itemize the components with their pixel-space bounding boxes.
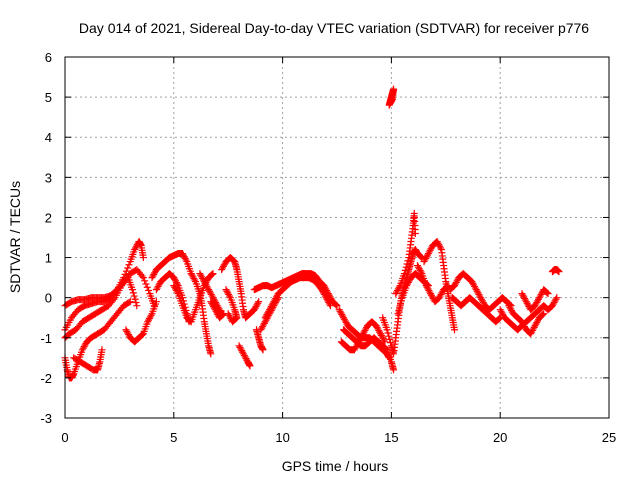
x-tick-label: 5 (170, 430, 177, 445)
data-point (225, 311, 233, 319)
data-point (126, 298, 134, 306)
data-point (246, 362, 254, 370)
data-point (124, 264, 132, 272)
data-point (207, 350, 215, 358)
data-point (451, 326, 459, 334)
data-point (396, 303, 404, 311)
data-point (390, 366, 398, 374)
data-point (326, 300, 334, 308)
data-point (333, 302, 341, 310)
data-point (402, 263, 410, 271)
data-point (326, 302, 334, 310)
data-point (254, 299, 262, 307)
data-point (133, 302, 141, 310)
data-point (400, 270, 408, 278)
y-tick-label: -3 (40, 411, 52, 426)
data-point (544, 290, 552, 298)
data-point (401, 266, 409, 274)
data-point (125, 298, 133, 306)
data-point (384, 329, 392, 337)
data-point (152, 298, 160, 306)
data-point (125, 261, 133, 269)
data-point (98, 346, 106, 354)
plot-frame (64, 56, 610, 419)
data-point (191, 276, 199, 284)
data-point (182, 256, 190, 264)
data-point (138, 272, 146, 280)
data-point (143, 283, 151, 291)
chart-title: Day 014 of 2021, Sidereal Day-to-day VTE… (79, 20, 589, 36)
data-point (395, 283, 403, 291)
data-point (385, 332, 393, 340)
data-point (110, 295, 118, 303)
data-point (226, 292, 234, 300)
data-point (139, 274, 147, 282)
data-point (128, 286, 136, 294)
data-point (437, 244, 445, 252)
data-point (122, 267, 130, 275)
data-point (130, 292, 138, 300)
data-point (394, 310, 402, 318)
data-point (142, 280, 150, 288)
data-point (224, 310, 232, 318)
data-point (540, 310, 548, 318)
data-point (259, 346, 267, 354)
data-point (141, 277, 149, 285)
y-tick-label: 5 (45, 90, 52, 105)
data-point (332, 301, 340, 309)
y-axis-label: SDTVAR / TECUs (7, 181, 23, 293)
data-point (145, 286, 153, 294)
x-tick-label: 0 (61, 430, 68, 445)
data-point (395, 307, 403, 315)
data-point (219, 311, 227, 319)
x-axis-label: GPS time / hours (282, 458, 389, 474)
data-point (129, 289, 137, 297)
y-tick-label: -1 (40, 331, 52, 346)
data-point (173, 288, 181, 296)
data-point (274, 294, 282, 302)
data-point (208, 270, 216, 278)
grid (65, 57, 609, 418)
data-point (132, 298, 140, 306)
data-point (386, 335, 394, 343)
data-point (411, 229, 419, 237)
data-point (255, 298, 263, 306)
data-point (139, 254, 147, 262)
data-point (273, 295, 281, 303)
data-point (380, 336, 388, 344)
data-point (131, 295, 139, 303)
data-point (539, 311, 547, 319)
data-point (397, 300, 405, 308)
y-tick-label: -2 (40, 371, 52, 386)
data-point (417, 268, 425, 276)
y-tick-label: 1 (45, 251, 52, 266)
y-tick-label: 3 (45, 170, 52, 185)
y-tick-label: 0 (45, 291, 52, 306)
data-point (403, 260, 411, 268)
data-point (555, 268, 563, 276)
data-point (386, 99, 394, 107)
data-point (209, 270, 217, 278)
x-tick-label: 15 (384, 430, 398, 445)
y-tick-label: 6 (45, 50, 52, 65)
data-point (397, 297, 405, 305)
data-point (543, 289, 551, 297)
y-tick-label: 4 (45, 130, 52, 145)
y-tick-label: 2 (45, 210, 52, 225)
x-tick-label: 10 (275, 430, 289, 445)
data-point (387, 339, 395, 347)
data-point (552, 295, 560, 303)
data-points (61, 85, 563, 382)
data-point (383, 326, 391, 334)
x-tick-label: 20 (493, 430, 507, 445)
x-tick-label: 25 (602, 430, 616, 445)
axis-ticks: 0 5 10 15 20 25 -3 -2 -1 0 1 2 3 4 5 6 (40, 50, 616, 445)
data-point (404, 257, 412, 265)
data-point (381, 338, 389, 346)
data-point (553, 294, 561, 302)
data-point (147, 311, 155, 319)
data-point (495, 315, 503, 323)
